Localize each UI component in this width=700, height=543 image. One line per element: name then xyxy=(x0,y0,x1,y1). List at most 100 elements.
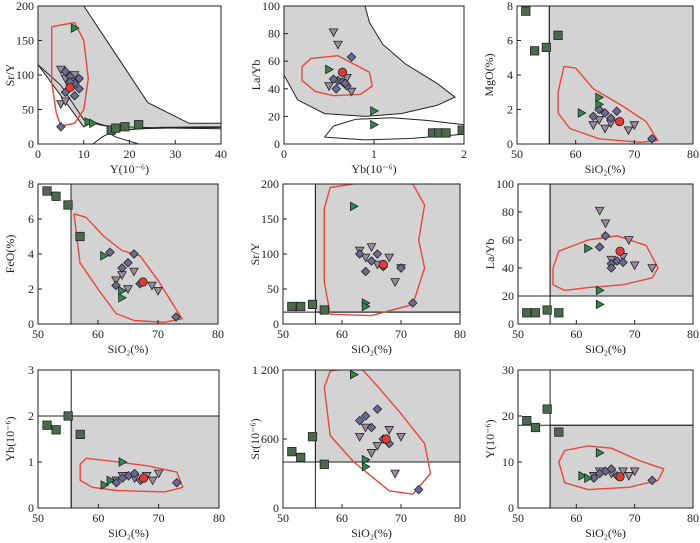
data-point-diamond xyxy=(56,121,66,132)
y-tick-label: 0 xyxy=(508,317,514,331)
sample-range-outline xyxy=(552,235,659,292)
data-point-triangle-down xyxy=(384,253,395,263)
data-point-triangle-right xyxy=(106,475,116,486)
x-tick-label: 50 xyxy=(512,327,524,341)
plot-area xyxy=(283,370,460,508)
data-point-circle xyxy=(381,434,391,444)
x-axis-label: SiO₂(%) xyxy=(585,162,626,176)
data-point-triangle-down xyxy=(594,206,605,216)
y-tick-label: 6 xyxy=(28,212,34,226)
data-point-triangle-down xyxy=(111,276,121,286)
data-point-square xyxy=(42,186,52,196)
data-point-triangle-down xyxy=(324,82,334,92)
x-tick-label: 60 xyxy=(92,327,104,341)
data-point-triangle-down xyxy=(153,286,163,296)
y-tick-label: 2 xyxy=(28,409,34,423)
data-point-square xyxy=(530,46,540,56)
sample-range-outline xyxy=(73,213,183,323)
sample-range-outline xyxy=(323,370,432,495)
data-point-triangle-down xyxy=(60,97,71,107)
data-point-triangle-down xyxy=(629,121,640,131)
data-point-diamond xyxy=(129,249,139,259)
sample-range-outline xyxy=(557,65,659,144)
y-axis-label: Sr(10⁻⁶) xyxy=(248,418,262,459)
data-point-diamond xyxy=(647,134,657,144)
data-point-diamond xyxy=(105,247,115,258)
y-tick-label: 150 xyxy=(261,212,279,226)
y-tick-label: 8 xyxy=(28,177,34,191)
data-point-diamond xyxy=(366,422,377,433)
x-tick-label: 80 xyxy=(454,327,466,341)
data-point-square xyxy=(120,122,130,132)
data-point-square xyxy=(63,200,73,210)
y-tick-label: 100 xyxy=(16,68,34,82)
x-axis-label: Y(10⁻⁶) xyxy=(110,162,149,176)
data-point-triangle-down xyxy=(366,243,377,253)
data-point-square xyxy=(287,301,297,312)
data-point-square xyxy=(296,301,306,312)
data-point-triangle-down xyxy=(588,121,599,131)
y-tick-label: 40 xyxy=(502,261,514,275)
data-point-diamond xyxy=(408,298,418,308)
y-tick-label: 200 xyxy=(16,0,34,13)
panel-p7: 50 60 70 80 0 1 2 3 SiO₂(%) Yb(10⁻⁶) xyxy=(3,363,225,540)
data-point-square xyxy=(542,305,552,315)
x-axis-label: Yb(10⁻⁶) xyxy=(351,162,396,176)
data-point-triangle-down xyxy=(623,126,634,136)
x-tick-label: 50 xyxy=(512,511,524,525)
plot-area xyxy=(284,6,464,141)
data-point-diamond xyxy=(111,280,121,291)
y-tick-label: 0 xyxy=(28,137,34,151)
x-tick-label: 60 xyxy=(570,147,582,161)
panel-p3: 50 60 70 80 0 2 4 6 8 SiO₂(%) MgO(%) xyxy=(482,0,699,176)
y-tick-label: 6 xyxy=(507,34,513,48)
y-tick-label: 1 xyxy=(28,455,34,469)
sample-range-outline xyxy=(323,184,426,317)
data-point-triangle-down xyxy=(384,426,395,435)
data-point-triangle-right xyxy=(84,117,94,127)
data-point-diamond xyxy=(606,464,617,474)
data-point-square xyxy=(319,459,329,469)
data-point-diamond xyxy=(354,415,365,426)
data-point-triangle-down xyxy=(629,467,640,477)
x-tick-label: 70 xyxy=(628,147,640,161)
data-point-diamond xyxy=(366,256,377,266)
plot-area xyxy=(42,184,218,324)
axes-frame xyxy=(517,369,694,509)
data-point-diamond xyxy=(396,263,406,273)
x-tick-label: 50 xyxy=(32,327,44,341)
data-point-square xyxy=(75,429,85,440)
data-point-triangle-right xyxy=(584,243,594,254)
data-point-triangle-down xyxy=(354,432,365,442)
y-tick-label: 50 xyxy=(22,103,34,117)
field-region xyxy=(549,424,693,508)
data-point-diamond xyxy=(589,473,599,483)
y-tick-label: 0 xyxy=(28,317,34,331)
x-axis-label: SiO₂(%) xyxy=(108,526,149,540)
x-tick-label: 50 xyxy=(277,327,289,341)
y-tick-label: 20 xyxy=(502,289,514,303)
data-point-square xyxy=(287,447,297,457)
data-point-triangle-right xyxy=(584,473,594,483)
axes-frame xyxy=(37,369,220,509)
plot-area xyxy=(521,6,693,144)
data-point-diamond xyxy=(171,312,181,322)
y-tick-label: 4 xyxy=(507,68,513,82)
data-point-triangle-right xyxy=(595,299,605,310)
data-point-square xyxy=(51,425,61,435)
data-point-triangle-down xyxy=(328,28,339,38)
data-point-triangle-right xyxy=(350,201,359,212)
y-tick-label: 0 xyxy=(273,317,279,331)
data-point-triangle-down xyxy=(390,469,400,479)
y-axis-label: Y(10⁻⁶) xyxy=(483,419,497,458)
data-point-triangle-right xyxy=(350,370,359,380)
data-point-diamond xyxy=(600,231,611,241)
plot-area xyxy=(38,6,221,144)
y-tick-label: 4 xyxy=(28,247,34,261)
data-point-square xyxy=(75,231,85,242)
data-point-triangle-right xyxy=(370,119,380,130)
x-tick-label: 60 xyxy=(570,327,582,341)
data-point-triangle-right xyxy=(595,92,605,103)
data-point-circle xyxy=(615,472,625,482)
data-point-diamond xyxy=(413,484,424,495)
